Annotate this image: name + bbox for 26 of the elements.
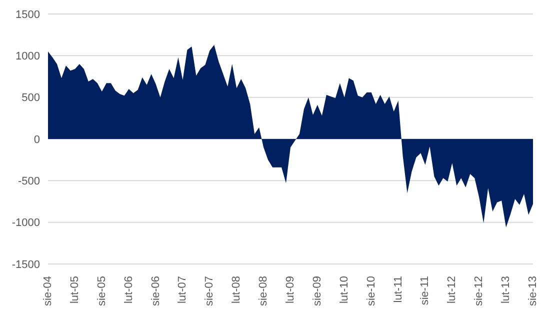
x-tick-label: sie-09 bbox=[311, 276, 324, 306]
x-tick-label: lut-11 bbox=[392, 276, 404, 303]
x-tick-label: lut-05 bbox=[68, 276, 81, 304]
x-tick-label: lut-07 bbox=[176, 276, 189, 304]
x-tick-label: lut-12 bbox=[446, 276, 458, 304]
x-tick-label: sie-08 bbox=[258, 276, 270, 306]
x-tick-label: sie-12 bbox=[473, 276, 486, 306]
y-tick-label: 1500 bbox=[16, 8, 40, 21]
y-tick-label: -1000 bbox=[12, 217, 40, 230]
y-tick-label: -1500 bbox=[12, 258, 40, 271]
x-tick-label: lut-13 bbox=[500, 276, 512, 304]
y-tick-label: 500 bbox=[22, 92, 40, 104]
x-tick-label: sie-04 bbox=[42, 276, 54, 306]
x-tick-label: lut-09 bbox=[284, 276, 296, 304]
x-tick-label: sie-07 bbox=[204, 276, 216, 306]
x-tick-label: lut-06 bbox=[122, 276, 135, 304]
x-tick-label: lut-10 bbox=[338, 276, 350, 304]
y-tick-label: 0 bbox=[34, 134, 40, 146]
y-tick-label: 1000 bbox=[16, 50, 40, 63]
x-tick-label: sie-10 bbox=[365, 276, 378, 306]
x-tick-label: sie-13 bbox=[527, 276, 539, 306]
x-tick-label: sie-06 bbox=[150, 276, 162, 306]
x-tick-label: sie-05 bbox=[96, 276, 108, 306]
y-tick-label: -500 bbox=[18, 176, 40, 188]
x-tick-label: lut-08 bbox=[230, 276, 243, 304]
x-tick-label: sie-11 bbox=[419, 276, 432, 306]
